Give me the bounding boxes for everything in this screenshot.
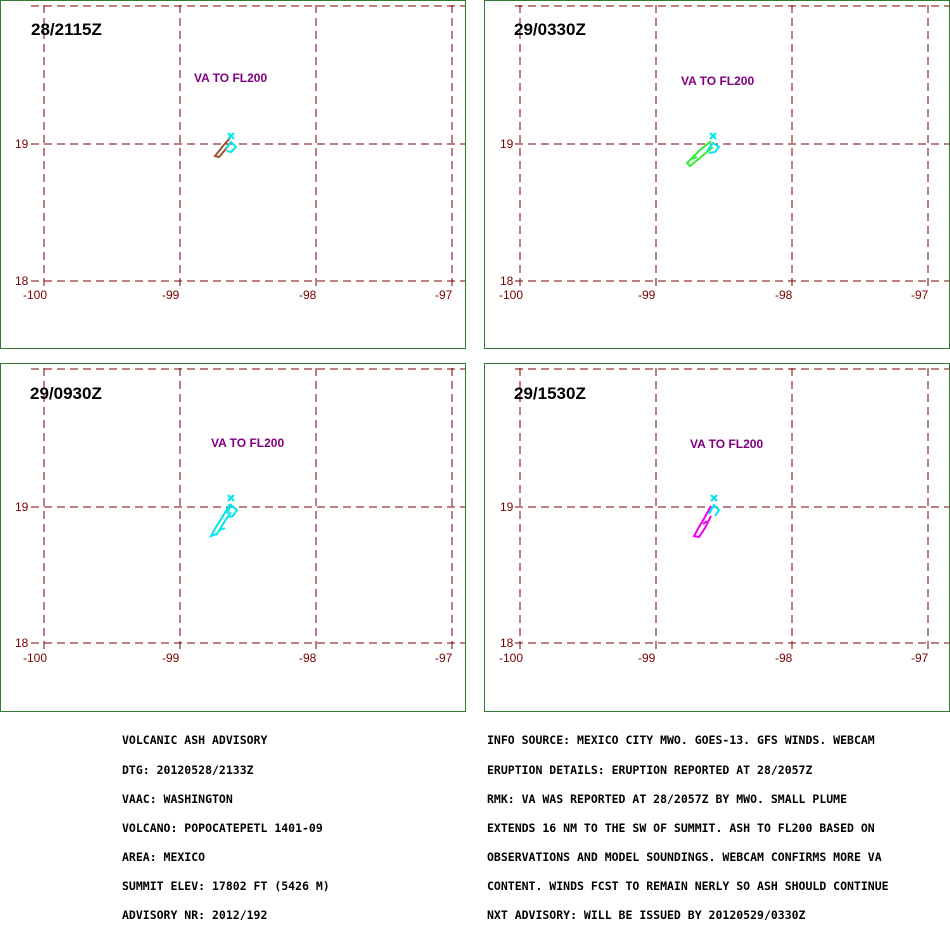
plume-1 — [213, 137, 232, 159]
advisory-line: ERUPTION DETAILS: ERUPTION REPORTED AT 2… — [487, 762, 813, 777]
lat-label-19: 19 — [500, 137, 514, 151]
advisory-line: DTG: 20120528/2133Z — [122, 762, 254, 777]
advisory-line: VOLCANIC ASH ADVISORY — [122, 733, 268, 748]
plume-3 — [208, 503, 232, 538]
plume-2 — [685, 140, 714, 168]
lon-label-100: -100 — [499, 288, 524, 302]
lat-label-18: 18 — [500, 274, 514, 288]
summit-marker-3 — [226, 494, 239, 518]
plume-4 — [692, 505, 712, 539]
lon-label-98: -98 — [775, 288, 793, 302]
lat-label-18: 18 — [500, 636, 514, 650]
advisory-line: ADVISORY NR: 2012/192 — [122, 907, 268, 922]
advisory-line: VAAC: WASHINGTON — [122, 791, 233, 806]
lon-label-99: -99 — [638, 651, 656, 665]
panel-time: 29/0930Z — [30, 384, 102, 403]
lat-label-19: 19 — [500, 500, 514, 514]
lon-label-97: -97 — [435, 288, 453, 302]
lon-label-100: -100 — [499, 651, 524, 665]
advisory-line: EXTENDS 16 NM TO THE SW OF SUMMIT. ASH T… — [487, 820, 875, 835]
advisory-line: INFO SOURCE: MEXICO CITY MWO. GOES-13. G… — [487, 733, 875, 748]
lat-label-19: 19 — [15, 137, 29, 151]
map-grid-1 — [31, 5, 465, 291]
lon-label-99: -99 — [162, 288, 180, 302]
panel-time: 29/0330Z — [514, 20, 586, 39]
panel-time: 28/2115Z — [31, 20, 102, 39]
advisory-line: RMK: VA WAS REPORTED AT 28/2057Z BY MWO.… — [487, 791, 848, 806]
lon-label-99: -99 — [638, 288, 656, 302]
lon-label-99: -99 — [162, 651, 180, 665]
lat-label-18: 18 — [15, 636, 29, 650]
lat-label-18: 18 — [15, 274, 29, 288]
lon-label-98: -98 — [775, 651, 793, 665]
map-grid-4 — [515, 368, 949, 654]
ash-level-label: VA TO FL200 — [690, 437, 764, 451]
lon-label-97: -97 — [435, 651, 453, 665]
advisory-line: SUMMIT ELEV: 17802 FT (5426 M) — [122, 878, 330, 893]
lon-label-98: -98 — [299, 651, 317, 665]
lon-label-97: -97 — [911, 288, 929, 302]
lon-label-97: -97 — [911, 651, 929, 665]
lon-label-98: -98 — [299, 288, 317, 302]
advisory-line: CONTENT. WINDS FCST TO REMAIN NERLY SO A… — [487, 878, 889, 893]
ash-level-label: VA TO FL200 — [211, 436, 285, 450]
advisory-line: AREA: MEXICO — [122, 849, 206, 864]
advisory-details: INFO SOURCE: MEXICO CITY MWO. GOES-13. G… — [487, 717, 889, 930]
map-panel-1: 28/2115Z VA TO FL200 19 18 -100 -99 -98 … — [0, 0, 466, 349]
advisory-summary: VOLCANIC ASH ADVISORY DTG: 20120528/2133… — [122, 717, 330, 930]
lat-label-19: 19 — [15, 500, 29, 514]
lon-label-100: -100 — [23, 651, 48, 665]
summit-marker-2 — [706, 132, 721, 154]
map-panel-3: 29/0930Z VA TO FL200 19 18 -100 -99 -98 … — [0, 363, 466, 712]
lon-label-100: -100 — [23, 288, 48, 302]
map-panel-2: 29/0330Z VA TO FL200 19 18 -100 -99 -98 … — [484, 0, 950, 349]
advisory-line: OBSERVATIONS AND MODEL SOUNDINGS. WEBCAM… — [487, 849, 882, 864]
advisory-line: NXT ADVISORY: WILL BE ISSUED BY 20120529… — [487, 907, 806, 922]
summit-marker-1 — [225, 132, 238, 154]
ash-level-label: VA TO FL200 — [681, 74, 755, 88]
panel-time: 29/1530Z — [514, 384, 586, 403]
advisory-line: VOLCANO: POPOCATEPETL 1401-09 — [122, 820, 323, 835]
summit-marker-4 — [708, 494, 721, 517]
map-grid-3 — [31, 368, 465, 654]
ash-level-label: VA TO FL200 — [194, 71, 268, 85]
map-grid-2 — [515, 5, 949, 291]
map-panel-4: 29/1530Z VA TO FL200 19 18 -100 -99 -98 … — [484, 363, 950, 712]
